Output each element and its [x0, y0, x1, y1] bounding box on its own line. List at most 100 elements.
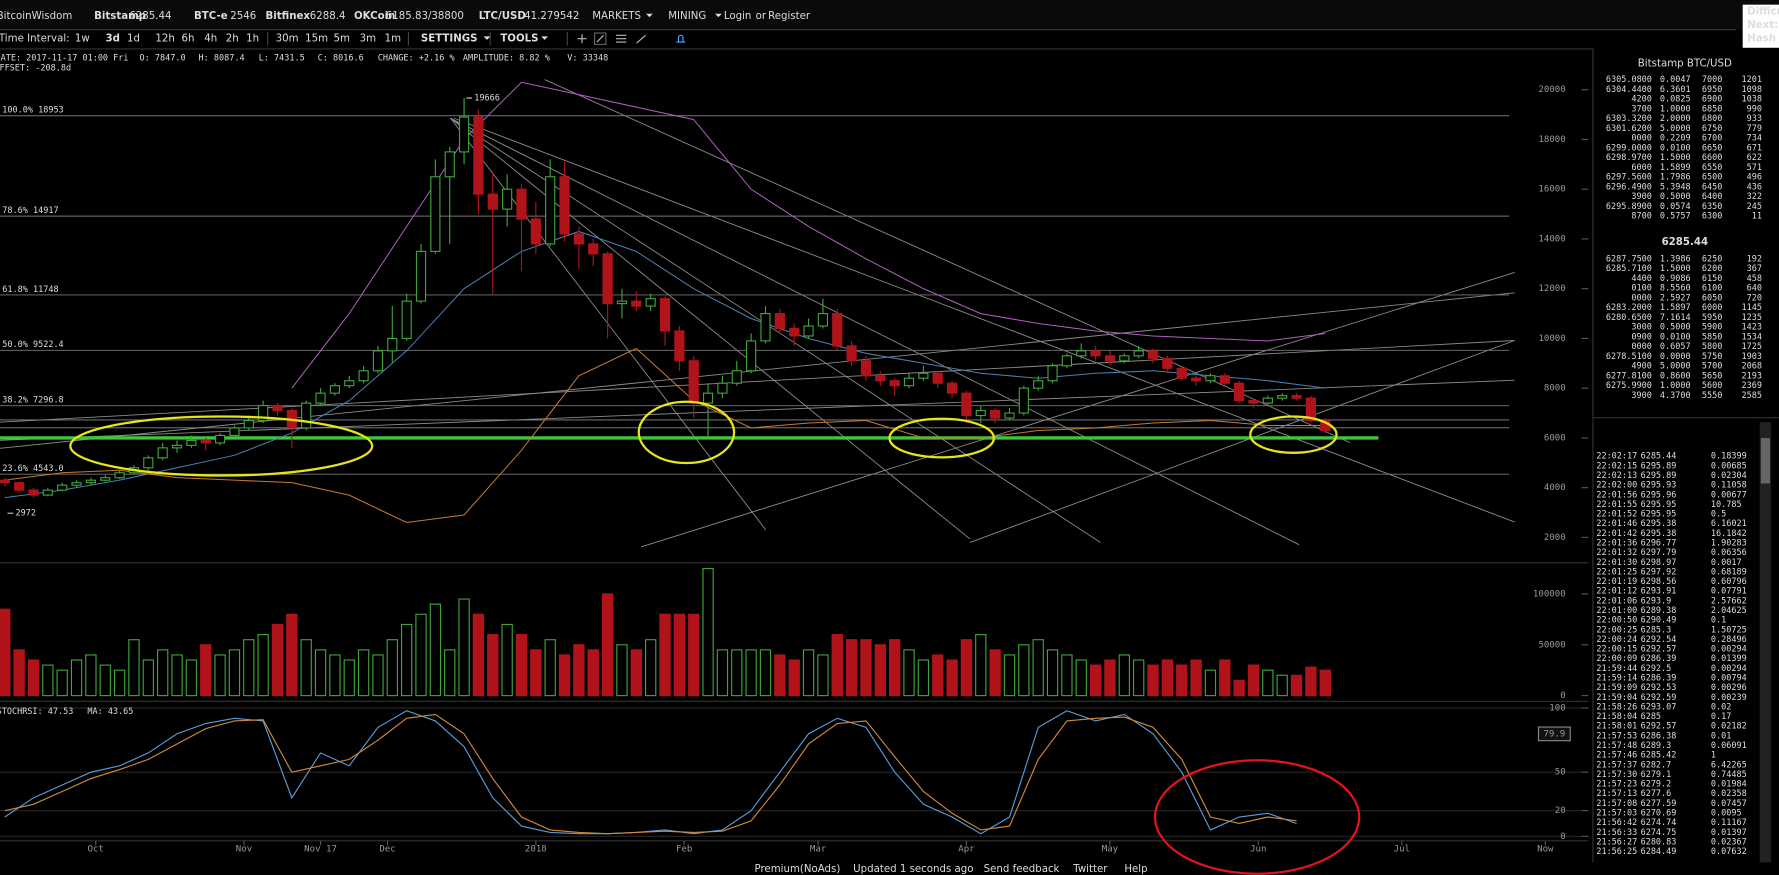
- trade-price: 6297.92: [1641, 567, 1677, 577]
- candle-body: [645, 298, 656, 307]
- trade-time: 22:00:25: [1596, 625, 1637, 635]
- volume-bar: [1118, 654, 1130, 697]
- interval[interactable]: 30m: [276, 34, 299, 45]
- trade-price: 6292.59: [1641, 693, 1677, 703]
- ticker-name[interactable]: LTC/USD: [479, 11, 526, 22]
- trade-amount: 0.0017: [1711, 558, 1742, 568]
- volume-bar: [228, 649, 241, 697]
- ticker-name[interactable]: Bitstamp: [94, 11, 146, 22]
- menu[interactable]: MARKETS: [592, 11, 641, 22]
- trade-amount: 0.17: [1711, 712, 1731, 722]
- candle-body: [631, 300, 642, 307]
- candle-body: [602, 253, 613, 305]
- scrollbar-thumb[interactable]: [1760, 438, 1770, 484]
- trade-price: 6286.38: [1641, 731, 1677, 741]
- ticker-name[interactable]: OKCoin: [354, 11, 395, 22]
- footer-item[interactable]: Twitter: [1072, 864, 1108, 875]
- candle-body: [329, 385, 341, 394]
- ticker-name[interactable]: Bitfinex: [265, 11, 310, 22]
- book-total: 192: [1747, 254, 1762, 264]
- toolbar-button[interactable]: TOOLS: [500, 34, 538, 45]
- volume-bar: [257, 634, 269, 697]
- interval[interactable]: 1d: [127, 34, 140, 45]
- toolbar-icons: [267, 31, 686, 46]
- login[interactable]: Login: [724, 11, 752, 22]
- book-level: 5950: [1702, 313, 1722, 323]
- or: or: [756, 11, 767, 22]
- book-total: 1201: [1741, 75, 1761, 85]
- candle-body: [1262, 397, 1273, 404]
- candle-body: [832, 312, 843, 347]
- red-ellipse: [1153, 759, 1361, 875]
- trade-amount: 0.28496: [1711, 635, 1747, 645]
- book-amount: 1.0000: [1660, 104, 1691, 114]
- candle-body: [846, 345, 857, 362]
- candle-body: [1277, 395, 1288, 399]
- interval[interactable]: 1w: [75, 34, 90, 45]
- trade-price: 6292.5: [1641, 664, 1672, 674]
- book-total: 933: [1747, 114, 1762, 124]
- interval[interactable]: 15m: [305, 34, 328, 45]
- book-price: 6280.6500: [1606, 313, 1652, 323]
- toolbar-button[interactable]: SETTINGS: [421, 34, 478, 45]
- candle-body: [71, 482, 82, 486]
- trade-time: 21:59:44: [1596, 664, 1637, 674]
- candle-body: [516, 188, 527, 220]
- trade-time: 22:01:42: [1596, 529, 1637, 539]
- trade-amount: 0.02182: [1711, 722, 1747, 732]
- menu-arrow: [646, 13, 653, 18]
- trade-price: 6292.57: [1641, 722, 1677, 732]
- candle-body: [100, 477, 111, 481]
- y-tick-label: 4000: [1544, 483, 1566, 493]
- trade-price: 6280.83: [1641, 837, 1677, 847]
- interval[interactable]: 3d: [106, 34, 120, 45]
- interval[interactable]: 3m: [360, 34, 376, 45]
- footer-item[interactable]: Help: [1124, 864, 1147, 875]
- volume-bar: [975, 634, 987, 697]
- book-price: 6000: [1631, 163, 1651, 173]
- brand[interactable]: BitcoinWisdom: [0, 11, 72, 22]
- interval[interactable]: 5m: [334, 34, 350, 45]
- trade-price: 6292.57: [1641, 645, 1677, 655]
- trade-time: 22:00:15: [1596, 645, 1637, 655]
- ticker-price: 6285.44: [129, 11, 171, 22]
- menu[interactable]: MINING: [668, 11, 706, 22]
- trend-line: [969, 340, 1515, 543]
- trade-price: 6295.93: [1641, 481, 1677, 491]
- footer-item[interactable]: Send feedback: [984, 864, 1060, 875]
- volume-bar: [501, 623, 513, 697]
- candle-body: [975, 409, 986, 417]
- candle-body: [1090, 350, 1101, 357]
- book-amount: 0.6057: [1660, 342, 1691, 352]
- candle-body: [530, 218, 541, 245]
- book-total: 367: [1747, 264, 1762, 274]
- ticker-name[interactable]: BTC-e: [194, 11, 228, 22]
- y-tick-label: 100000: [1533, 589, 1566, 599]
- interval[interactable]: 6h: [182, 34, 195, 45]
- book-level: 6850: [1702, 104, 1722, 114]
- volume-bar: [156, 649, 169, 697]
- interval[interactable]: 1h: [246, 34, 259, 45]
- trade-time: 22:00:50: [1596, 616, 1637, 626]
- interval[interactable]: 12h: [155, 34, 174, 45]
- fib-label: 23.6% 4543.0: [2, 464, 63, 474]
- volume-bar: [1089, 664, 1102, 697]
- candle-body: [200, 439, 211, 444]
- candle-body: [1205, 375, 1216, 382]
- footer-item[interactable]: Premium(NoAds): [754, 864, 840, 875]
- volume-bar: [99, 664, 111, 697]
- volume-bar: [1104, 659, 1116, 697]
- register[interactable]: Register: [768, 11, 811, 22]
- candle-body: [502, 188, 513, 210]
- last-price: 6285.44: [1662, 237, 1708, 248]
- trade-time: 21:59:04: [1596, 693, 1637, 703]
- book-total: 779: [1747, 124, 1762, 134]
- interval[interactable]: 1m: [385, 34, 401, 45]
- side-text: Next:: [1747, 20, 1778, 31]
- volume-bar: [343, 659, 355, 697]
- interval[interactable]: 4h: [204, 34, 217, 45]
- trade-time: 22:02:00: [1596, 481, 1637, 491]
- trade-price: 6298.97: [1641, 558, 1677, 568]
- icon-pen: [636, 34, 646, 44]
- interval[interactable]: 2h: [226, 34, 239, 45]
